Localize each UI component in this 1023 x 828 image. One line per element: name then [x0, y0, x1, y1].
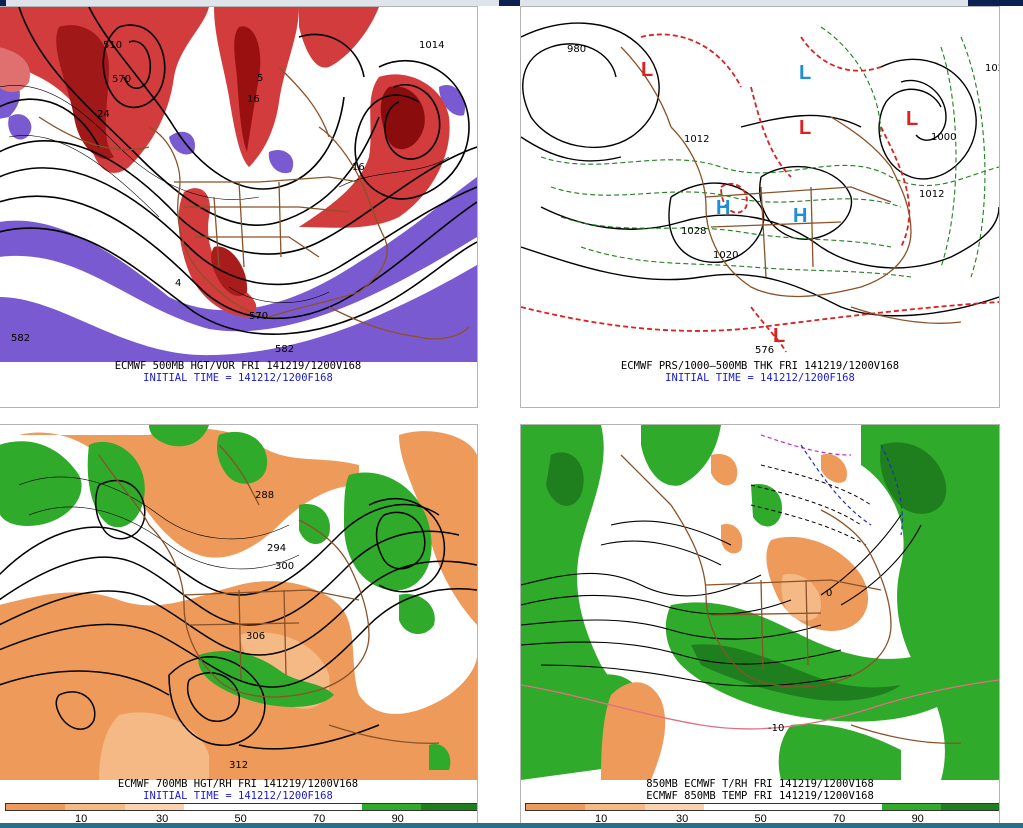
svg-text:1000: 1000: [931, 132, 956, 143]
svg-text:1028: 1028: [681, 226, 706, 237]
tick-label: 30: [155, 813, 169, 825]
svg-text:312: 312: [229, 760, 248, 771]
caption-line2: INITIAL TIME = 141212/1200F168: [143, 790, 333, 802]
svg-text:300: 300: [275, 561, 294, 572]
rh-colorbar-ticks: 10 30 50 70 90: [5, 813, 477, 825]
svg-text:H: H: [716, 197, 730, 219]
panel-pressure-thickness: L L L L H H L 980 1020 1012 1028 1020 10…: [520, 6, 1000, 408]
svg-text:4: 4: [175, 278, 181, 289]
humidity-700mb-map: 288 294 300 306 312: [0, 425, 477, 780]
tick-label: 50: [234, 813, 247, 825]
svg-text:L: L: [799, 117, 811, 139]
rh-colorbar: [5, 803, 477, 811]
svg-text:16: 16: [352, 162, 365, 173]
tick-label: 10: [595, 813, 608, 825]
svg-text:L: L: [641, 59, 653, 81]
svg-text:294: 294: [267, 543, 286, 554]
caption-line1: ECMWF PRS/1000–500MB THK FRI 141219/1200…: [620, 360, 900, 372]
temp-colorbar-ticks: 10 30 50 70 90: [525, 813, 999, 825]
tick-label: 70: [313, 813, 326, 825]
panel-500mb-vorticity: 510 570 5 16 582 570 582 24 16 1014 4 EC…: [0, 6, 478, 408]
caption-line2: ECMWF 850MB TEMP FRI 141219/1200V168: [646, 790, 874, 802]
svg-text:1020: 1020: [713, 250, 738, 261]
svg-text:1020: 1020: [985, 63, 999, 74]
svg-text:582: 582: [11, 333, 30, 344]
svg-text:510: 510: [103, 40, 122, 51]
caption-line1: 850MB ECMWF T/RH FRI 141219/1200V168: [646, 778, 874, 790]
svg-text:570: 570: [249, 311, 268, 322]
pressure-thickness-map: L L L L H H L 980 1020 1012 1028 1020 10…: [521, 7, 999, 362]
svg-text:H: H: [793, 205, 807, 227]
svg-text:570: 570: [112, 74, 131, 85]
svg-text:5: 5: [257, 73, 263, 84]
svg-text:L: L: [906, 108, 918, 130]
svg-text:1012: 1012: [919, 189, 944, 200]
svg-text:L: L: [773, 325, 785, 347]
tick-label: 90: [391, 813, 404, 825]
top-bar-segment-left: [6, 0, 499, 6]
svg-text:288: 288: [255, 490, 274, 501]
svg-text:16: 16: [247, 94, 260, 105]
caption-line2: INITIAL TIME = 141212/1200F168: [143, 372, 333, 384]
vorticity-map: 510 570 5 16 582 570 582 24 16 1014 4: [0, 7, 477, 362]
browser-top-bar: [0, 0, 1023, 6]
panel-700mb-humidity: 288 294 300 306 312 ECMWF 700MB HGT/RH F…: [0, 424, 478, 826]
caption-line1: ECMWF 500MB HGT/VOR FRI 141219/1200V168: [114, 360, 362, 372]
tick-label: 30: [675, 813, 689, 825]
tick-label: 90: [911, 813, 924, 825]
bottom-bar: [0, 823, 1023, 828]
temp-850mb-map: 0 -10: [521, 425, 999, 780]
svg-text:-10: -10: [768, 723, 784, 734]
svg-text:24: 24: [97, 109, 110, 120]
svg-text:576: 576: [755, 345, 774, 356]
tick-label: 70: [833, 813, 846, 825]
tick-label: 10: [75, 813, 88, 825]
svg-text:980: 980: [567, 44, 586, 55]
svg-text:306: 306: [246, 631, 265, 642]
svg-text:L: L: [799, 62, 811, 84]
svg-text:1014: 1014: [419, 40, 444, 51]
temp-colorbar: [525, 803, 999, 811]
tick-label: 50: [754, 813, 767, 825]
panel-850mb-temp: 0 -10 850MB ECMWF T/RH FRI 141219/1200V1…: [520, 424, 1000, 826]
caption-line2: INITIAL TIME = 141212/1200F168: [665, 372, 855, 384]
caption-line1: ECMWF 700MB HGT/RH FRI 141219/1200V168: [117, 778, 359, 790]
top-bar-segment-right: [520, 0, 968, 6]
svg-text:1012: 1012: [684, 134, 709, 145]
svg-text:0: 0: [826, 588, 832, 599]
svg-text:582: 582: [275, 344, 294, 355]
